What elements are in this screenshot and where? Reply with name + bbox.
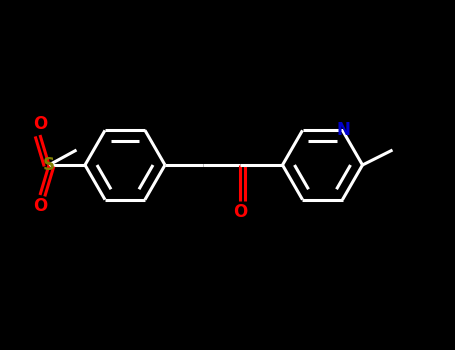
Text: O: O (33, 197, 47, 215)
Text: N: N (337, 121, 350, 139)
Text: S: S (43, 156, 55, 174)
Text: O: O (233, 203, 247, 221)
Text: O: O (33, 115, 47, 133)
